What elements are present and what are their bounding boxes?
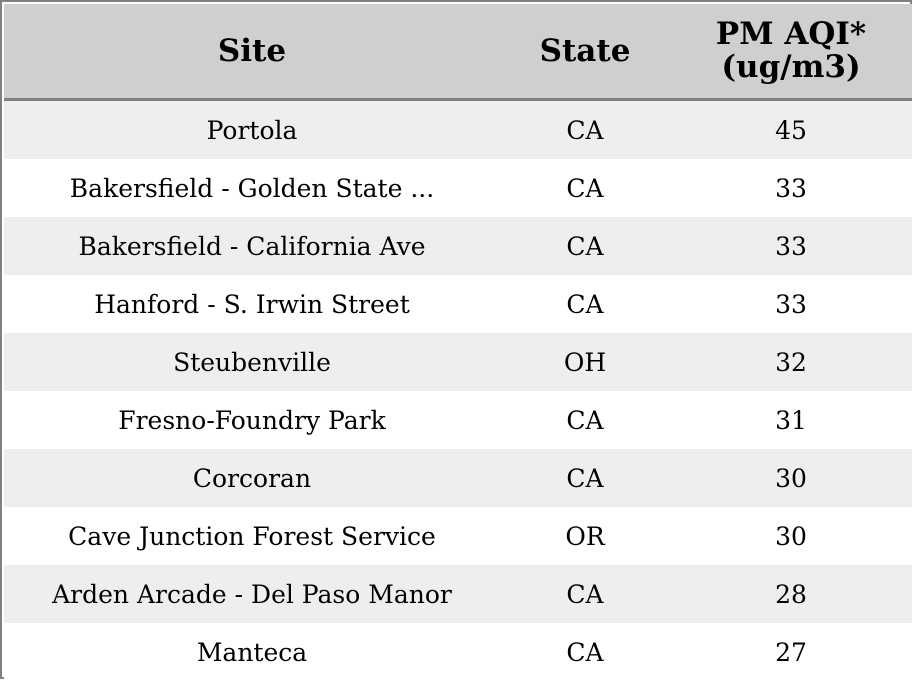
pm-aqi-cell: 31 [775,405,807,435]
table-row[interactable]: Bakersfield - California Ave CA 33 [4,217,912,275]
site-cell: Manteca [196,637,308,667]
table-header: Site State PM AQI* (ug/m3) [4,4,912,101]
state-cell: CA [566,405,604,435]
pm-aqi-cell: 33 [775,231,807,261]
pm-aqi-cell: 27 [775,637,807,667]
site-cell: Arden Arcade - Del Paso Manor [52,579,452,609]
state-cell: CA [566,231,604,261]
table-row[interactable]: Manteca CA 27 [4,623,912,681]
state-cell: CA [566,115,604,145]
table-row[interactable]: Cave Junction Forest Service OR 30 [4,507,912,565]
pm-aqi-cell: 30 [775,521,807,551]
pm-aqi-cell: 33 [775,289,807,319]
state-cell: CA [566,289,604,319]
site-cell: Portola [206,115,298,145]
site-cell: Steubenville [173,347,331,377]
site-cell: Corcoran [192,463,312,493]
state-cell: CA [566,173,604,203]
site-cell: Hanford - S. Irwin Street [94,289,410,319]
site-cell: Cave Junction Forest Service [68,521,436,551]
column-header-site[interactable]: Site [217,32,287,69]
state-cell: OH [563,347,607,377]
pm-aqi-cell: 45 [775,115,807,145]
state-cell: CA [566,463,604,493]
state-cell: CA [566,637,604,667]
column-header-pm-aqi[interactable]: PM AQI* (ug/m3) [715,16,867,85]
table-row[interactable]: Arden Arcade - Del Paso Manor CA 28 [4,565,912,623]
pm-aqi-cell: 32 [775,347,807,377]
state-cell: OR [565,521,605,551]
table-row[interactable]: Bakersfield - Golden State ... CA 33 [4,159,912,217]
column-header-state[interactable]: State [539,32,631,69]
table-row[interactable]: Fresno-Foundry Park CA 31 [4,391,912,449]
site-cell: Bakersfield - California Ave [78,231,426,261]
pm-aqi-cell: 30 [775,463,807,493]
pm-aqi-cell: 33 [775,173,807,203]
table-row[interactable]: Hanford - S. Irwin Street CA 33 [4,275,912,333]
table-row[interactable]: Portola CA 45 [4,101,912,159]
pm-aqi-cell: 28 [775,579,807,609]
state-cell: CA [566,579,604,609]
table-body: Portola CA 45 Bakersfield - Golden State… [4,101,912,681]
table-row[interactable]: Steubenville OH 32 [4,333,912,391]
site-cell: Fresno-Foundry Park [118,405,386,435]
table-row[interactable]: Corcoran CA 30 [4,449,912,507]
site-cell: Bakersfield - Golden State ... [69,173,435,203]
